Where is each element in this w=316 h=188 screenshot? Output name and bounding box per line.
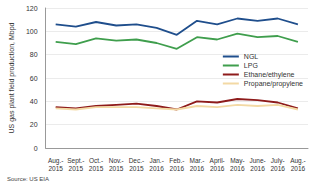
svg-text:Ethane/ethylene: Ethane/ethylene <box>244 71 295 79</box>
svg-text:Mar.-: Mar.- <box>190 157 205 164</box>
svg-text:Feb.-: Feb.- <box>169 157 184 164</box>
svg-text:2016: 2016 <box>270 165 285 172</box>
svg-text:2016: 2016 <box>230 165 245 172</box>
svg-text:Aug.-: Aug.- <box>290 157 306 165</box>
svg-text:Jan.-: Jan.- <box>149 157 163 164</box>
svg-text:Nov.-: Nov.- <box>109 157 124 164</box>
svg-text:Aug.-: Aug.- <box>48 157 64 165</box>
svg-text:2015: 2015 <box>89 165 104 172</box>
svg-text:April-: April- <box>210 157 225 165</box>
svg-text:20: 20 <box>30 121 38 128</box>
svg-text:120: 120 <box>26 5 38 12</box>
svg-text:Source: US EIA: Source: US EIA <box>7 176 49 182</box>
svg-text:100: 100 <box>26 28 38 35</box>
svg-text:2016: 2016 <box>170 165 185 172</box>
svg-text:40: 40 <box>30 98 38 105</box>
svg-text:2015: 2015 <box>48 165 63 172</box>
svg-text:May-: May- <box>230 157 244 165</box>
svg-text:LPG: LPG <box>244 62 258 69</box>
svg-text:2016: 2016 <box>250 165 265 172</box>
svg-text:2015: 2015 <box>109 165 124 172</box>
svg-text:2016: 2016 <box>149 165 164 172</box>
svg-text:Oct.-: Oct.- <box>89 157 103 164</box>
svg-text:2016: 2016 <box>210 165 225 172</box>
svg-text:2016: 2016 <box>291 165 306 172</box>
svg-text:NGL: NGL <box>244 53 259 60</box>
svg-text:June-: June- <box>249 157 265 164</box>
svg-text:Sept.-: Sept.- <box>67 157 84 165</box>
svg-text:0: 0 <box>34 145 38 152</box>
svg-text:80: 80 <box>30 51 38 58</box>
svg-text:July-: July- <box>271 157 285 165</box>
svg-text:2016: 2016 <box>190 165 205 172</box>
svg-text:2015: 2015 <box>69 165 84 172</box>
svg-text:Propane/propylene: Propane/propylene <box>244 80 303 88</box>
svg-text:2015: 2015 <box>129 165 144 172</box>
svg-text:Dec.-: Dec.- <box>129 157 145 164</box>
svg-text:US gas plant field production,: US gas plant field production, Mbpd <box>8 22 16 133</box>
svg-text:60: 60 <box>30 75 38 82</box>
